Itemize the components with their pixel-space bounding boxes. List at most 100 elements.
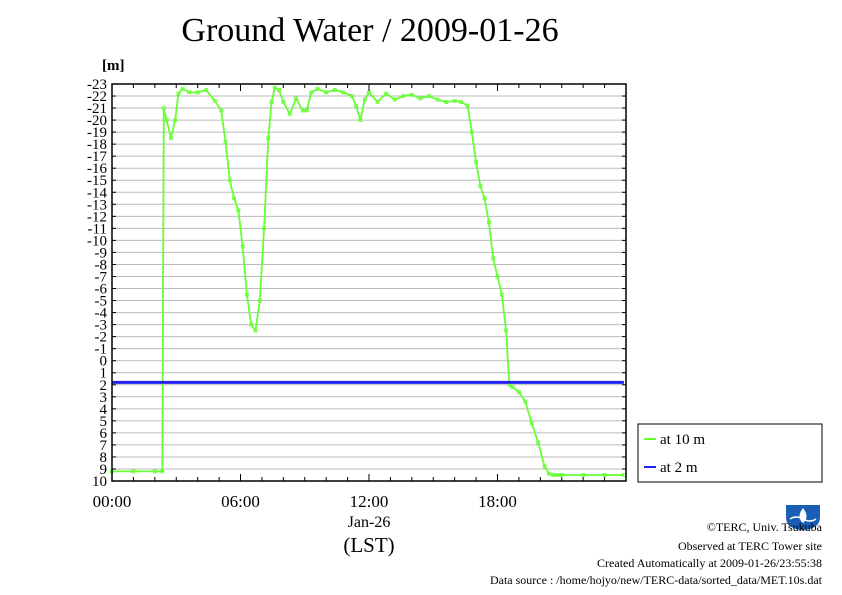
legend-label: at 10 m (660, 432, 705, 448)
data-point (161, 106, 166, 110)
data-point (173, 118, 178, 122)
axis-ticks: -23-22-21-20-19-18-17-16-15-14-13-12-11-… (87, 77, 627, 511)
data-point (547, 471, 551, 476)
data-point (487, 220, 491, 225)
data-point (536, 440, 541, 445)
data-point (164, 118, 169, 122)
data-point (517, 390, 521, 394)
data-point (401, 94, 406, 98)
data-point (418, 96, 423, 101)
data-point (510, 385, 515, 390)
terc-logo (784, 503, 822, 531)
data-point (478, 184, 483, 189)
data-point (269, 100, 274, 104)
data-point (504, 328, 508, 333)
data-point (349, 94, 354, 98)
data-point (168, 136, 173, 141)
data-point (262, 226, 266, 231)
data-point (465, 103, 470, 108)
data-point (300, 108, 305, 113)
data-point (180, 86, 185, 91)
y-tick-label: -16 (87, 161, 107, 177)
y-axis-label: [m] (102, 58, 125, 74)
y-tick-label: 9 (100, 462, 108, 478)
y-tick-label: 0 (100, 354, 108, 370)
data-point (204, 88, 209, 92)
y-tick-label: -19 (87, 125, 107, 141)
y-tick-label: 6 (100, 426, 108, 442)
data-point (354, 103, 359, 108)
y-tick-label: -15 (87, 173, 107, 189)
y-tick-label: -7 (95, 269, 108, 285)
data-point (375, 100, 380, 104)
data-point (277, 88, 281, 92)
x-axis-date-label: Jan-26 (348, 514, 391, 531)
data-point (491, 256, 496, 261)
data-point (602, 473, 607, 477)
y-tick-label: 2 (100, 378, 108, 394)
data-point (281, 100, 286, 104)
y-tick-label: 3 (100, 390, 108, 406)
data-point (444, 100, 449, 104)
data-point (219, 108, 224, 113)
data-point (529, 421, 534, 426)
y-tick-label: 5 (100, 414, 108, 430)
data-point (452, 98, 457, 103)
data-point (459, 100, 463, 104)
data-point (294, 96, 299, 101)
data-point (253, 328, 258, 333)
grid-lines (112, 83, 626, 482)
y-tick-label: -8 (95, 257, 108, 273)
data-point (131, 469, 136, 474)
y-tick-label: -20 (87, 113, 107, 129)
y-tick-label: 4 (100, 402, 108, 418)
y-tick-label: -12 (87, 209, 107, 225)
y-tick-label: -21 (87, 101, 107, 117)
data-point (427, 94, 431, 98)
data-point (332, 88, 337, 92)
data-point (212, 98, 217, 103)
data-point (257, 298, 262, 303)
data-point (227, 178, 232, 183)
data-point (469, 130, 474, 135)
series-line (112, 86, 624, 476)
y-tick-label: 7 (100, 438, 108, 454)
y-tick-label: -13 (87, 197, 107, 213)
x-axis-label: (LST) (343, 533, 394, 557)
y-tick-label: -5 (95, 294, 108, 310)
data-point (236, 208, 241, 213)
data-point (482, 196, 487, 201)
data-point (542, 464, 547, 469)
legend-box (637, 423, 823, 483)
data-point (245, 292, 249, 297)
data-point (160, 469, 165, 474)
data-point (195, 90, 200, 95)
y-tick-label: -11 (88, 221, 107, 237)
data-point (392, 97, 397, 102)
y-tick-label: -2 (95, 330, 108, 346)
data-point (474, 160, 478, 165)
credit-text: ©TERC, Univ. Tsukuba (706, 520, 822, 534)
data-point (409, 92, 414, 97)
data-point (495, 274, 500, 279)
y-tick-label: -10 (87, 233, 107, 249)
data-point (266, 136, 271, 141)
plot-frame (111, 83, 627, 482)
data-point (304, 108, 309, 113)
chart-title: Ground Water / 2009-01-26 (181, 12, 559, 49)
data-point (551, 473, 556, 477)
observed-text: Observed at TERC Tower site (677, 539, 822, 553)
data-point (581, 473, 586, 477)
source-text: Data source : /home/hojyo/new/TERC-data/… (489, 573, 822, 587)
data-point (176, 91, 181, 96)
data-point (362, 97, 367, 102)
data-point (232, 196, 236, 201)
data-point (523, 399, 528, 404)
data-point (358, 118, 363, 122)
y-tick-label: -3 (95, 318, 108, 334)
x-tick-label: 12:00 (350, 492, 389, 511)
y-tick-label: -18 (87, 137, 107, 153)
data-point (559, 473, 564, 477)
legend-label: at 2 m (660, 460, 698, 476)
